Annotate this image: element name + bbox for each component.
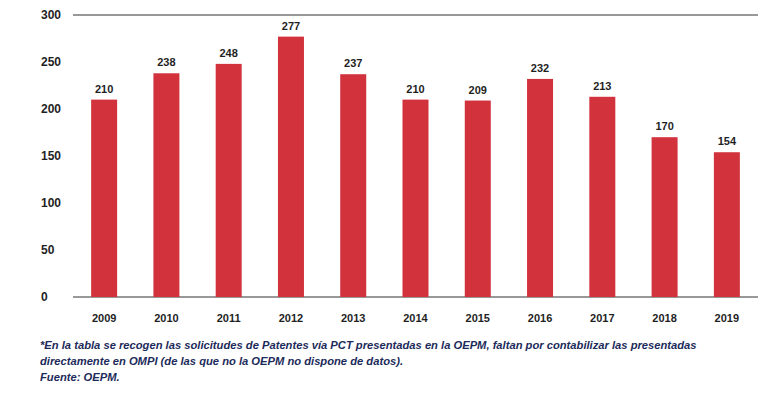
x-tick-label: 2013 [341, 312, 365, 324]
bar [91, 100, 117, 297]
data-label: 232 [531, 62, 549, 74]
data-label: 237 [344, 57, 362, 69]
x-tick-label: 2018 [652, 312, 676, 324]
bar [216, 64, 242, 297]
data-label: 154 [718, 135, 737, 147]
x-tick-label: 2017 [590, 312, 614, 324]
y-tick-label: 50 [41, 243, 55, 257]
x-tick-label: 2015 [466, 312, 490, 324]
data-label: 209 [469, 84, 487, 96]
bar [652, 137, 678, 297]
y-tick-label: 0 [41, 290, 48, 304]
x-tick-label: 2014 [403, 312, 428, 324]
data-label: 277 [282, 20, 300, 32]
bar [589, 97, 615, 297]
bars [91, 37, 740, 297]
footnote: directamente en OMPI (de las que no la O… [40, 355, 403, 367]
x-tick-label: 2012 [279, 312, 303, 324]
grid-line [73, 15, 758, 16]
data-label: 210 [406, 83, 424, 95]
y-tick-label: 200 [41, 102, 61, 116]
y-tick-label: 300 [41, 8, 61, 22]
x-tick-label: 2010 [154, 312, 178, 324]
bar [714, 152, 740, 297]
footnote: *En la tabla se recogen las solicitudes … [40, 339, 697, 351]
x-tick-label: 2016 [528, 312, 552, 324]
data-label: 213 [593, 80, 611, 92]
y-tick-label: 100 [41, 196, 61, 210]
bar [465, 101, 491, 297]
bar [403, 100, 429, 297]
bar [278, 37, 304, 297]
chart-container: 0 50 100 150 200 250 300 210 238 248 277 237 210 209 2… [0, 0, 780, 399]
x-tick-label: 2019 [715, 312, 739, 324]
data-label: 238 [157, 56, 175, 68]
bar [527, 79, 553, 297]
x-tick-label: 2009 [92, 312, 116, 324]
y-tick-label: 250 [41, 55, 61, 69]
chart-svg: 0 50 100 150 200 250 300 210 238 248 277 237 210 209 2… [0, 0, 780, 399]
data-label: 248 [220, 47, 238, 59]
data-label: 210 [95, 83, 113, 95]
x-tick-label: 2011 [217, 312, 241, 324]
footnote: Fuente: OEPM. [40, 371, 120, 383]
bar [153, 73, 179, 297]
y-tick-label: 150 [41, 149, 61, 163]
bar [340, 74, 366, 297]
data-label: 170 [655, 120, 673, 132]
